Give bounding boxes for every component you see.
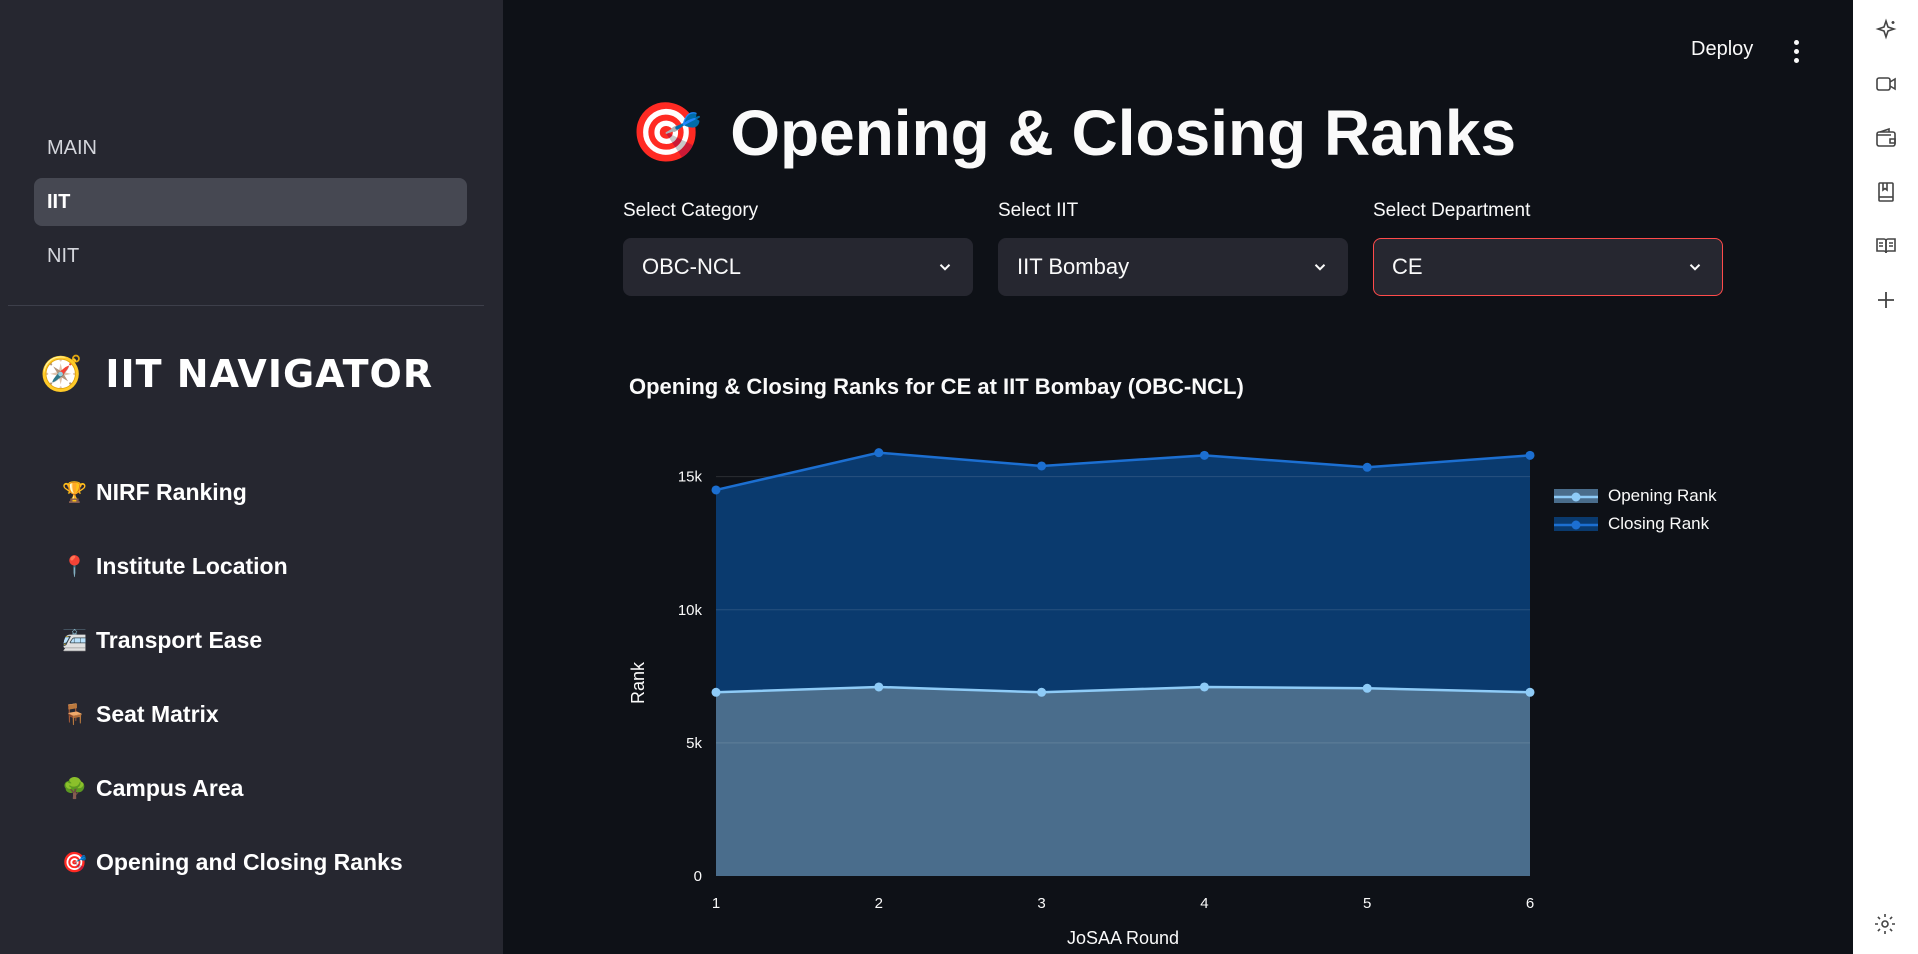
closing-rank-point [1362,462,1372,472]
sidebar-title-text: IIT NAVIGATOR [105,352,434,396]
legend-swatch-opening [1554,489,1598,503]
legend-swatch-closing [1554,517,1598,531]
sidebar-link-label: NIRF Ranking [96,478,247,505]
sidebar-link-label: Opening and Closing Ranks [96,848,403,875]
target-icon: 🎯 [62,851,87,874]
y-tick-label: 10k [678,602,703,619]
closing-rank-point [874,448,884,458]
y-tick-label: 5k [686,735,702,752]
sidebar-link-nirf-ranking[interactable]: 🏆 NIRF Ranking [62,455,403,529]
sidebar-title: 🧭 IIT NAVIGATOR [40,347,433,401]
department-value: CE [1392,254,1423,279]
closing-rank-point [1199,450,1209,460]
sidebar-link-label: Seat Matrix [96,700,219,727]
chevron-down-icon [1689,264,1701,271]
nav-item-iit[interactable]: IIT [34,178,467,226]
video-icon[interactable] [1870,68,1902,100]
iit-dropdown[interactable]: IIT Bombay [998,238,1348,296]
sidebar-link-label: Transport Ease [96,626,263,653]
department-select: Select Department CE [1373,200,1723,296]
legend-item-opening[interactable]: Opening Rank [1554,482,1717,510]
x-tick-label: 4 [1200,895,1208,912]
sidebar-divider [8,305,484,306]
gear-icon[interactable] [1869,908,1901,940]
sidebar-link-campus-area[interactable]: 🌳 Campus Area [62,751,403,825]
sidebar-link-opening-closing-ranks[interactable]: 🎯 Opening and Closing Ranks [62,825,403,899]
category-value: OBC-NCL [642,254,742,279]
page-nav: MAIN IIT NIT [34,124,467,286]
closing-rank-point [1525,450,1535,460]
pin-icon: 📍 [62,555,87,578]
nav-item-nit[interactable]: NIT [47,245,80,267]
chevron-down-icon [1314,264,1326,271]
target-icon: 🎯 [630,100,703,165]
compass-icon: 🧭 [40,354,84,394]
right-toolbar [1853,0,1918,954]
deploy-button[interactable]: Deploy [1691,38,1754,60]
closing-rank-point [711,485,721,495]
rank-area-chart: 0 5k 10k 15k 1 2 3 4 5 6 JoSAA Round Rank [628,448,1535,948]
opening-rank-area [716,686,1530,876]
iit-select-label: Select IIT [998,200,1079,221]
department-dropdown[interactable]: CE [1373,238,1723,296]
plus-icon[interactable] [1870,284,1902,316]
sidebar-link-institute-location[interactable]: 📍 Institute Location [62,529,403,603]
opening-rank-point [1199,682,1209,692]
y-tick-label: 0 [694,868,702,885]
sidebar-links: 🏆 NIRF Ranking 📍 Institute Location 🚈 Tr… [62,455,403,899]
chevron-down-icon [939,264,951,271]
sidebar: MAIN IIT NIT 🧭 IIT NAVIGATOR 🏆 NIRF Rank… [0,0,503,954]
x-tick-label: 2 [875,895,883,912]
chart-title: Opening & Closing Ranks for CE at IIT Bo… [629,374,1244,399]
opening-rank-line [715,685,1531,694]
sidebar-link-transport-ease[interactable]: 🚈 Transport Ease [62,603,403,677]
main-menu-icon[interactable] [1784,36,1808,66]
opening-rank-point [1037,687,1047,697]
page-title: 🎯 Opening & Closing Ranks [630,95,1516,171]
wallet-icon[interactable] [1870,122,1902,154]
bookmark-book-icon[interactable] [1870,176,1902,208]
opening-rank-point [1362,683,1372,693]
legend-label: Closing Rank [1608,514,1710,533]
sidebar-link-label: Institute Location [96,552,288,579]
sidebar-link-label: Campus Area [96,774,244,801]
y-tick-label: 15k [678,469,703,486]
category-select: Select Category OBC-NCL [623,200,973,296]
x-axis-label: JoSAA Round [1067,928,1179,948]
opening-rank-point [711,687,721,697]
x-tick-label: 1 [712,895,720,912]
chair-icon: 🪑 [62,703,87,726]
category-dropdown[interactable]: OBC-NCL [623,238,973,296]
open-book-icon[interactable] [1870,230,1902,262]
x-tick-label: 3 [1037,895,1045,912]
nav-item-main[interactable]: MAIN [47,137,97,159]
legend-label: Opening Rank [1608,486,1717,505]
x-tick-label: 6 [1526,895,1534,912]
closing-rank-point [1037,461,1047,471]
tree-icon: 🌳 [62,777,87,800]
train-icon: 🚈 [62,629,87,652]
opening-rank-point [1525,687,1535,697]
category-select-label: Select Category [623,200,759,221]
opening-rank-point [874,682,884,692]
chart-legend: Opening Rank Closing Rank [1554,482,1717,538]
closing-rank-line [715,451,1531,492]
x-tick-label: 5 [1363,895,1371,912]
trophy-icon: 🏆 [62,481,87,504]
y-axis-label: Rank [628,661,648,704]
sidebar-link-seat-matrix[interactable]: 🪑 Seat Matrix [62,677,403,751]
page-title-text: Opening & Closing Ranks [730,97,1517,169]
legend-item-closing[interactable]: Closing Rank [1554,510,1717,538]
iit-value: IIT Bombay [1017,254,1130,279]
department-select-label: Select Department [1373,200,1531,221]
sparkle-icon[interactable] [1870,14,1902,46]
iit-select: Select IIT IIT Bombay [998,200,1348,296]
